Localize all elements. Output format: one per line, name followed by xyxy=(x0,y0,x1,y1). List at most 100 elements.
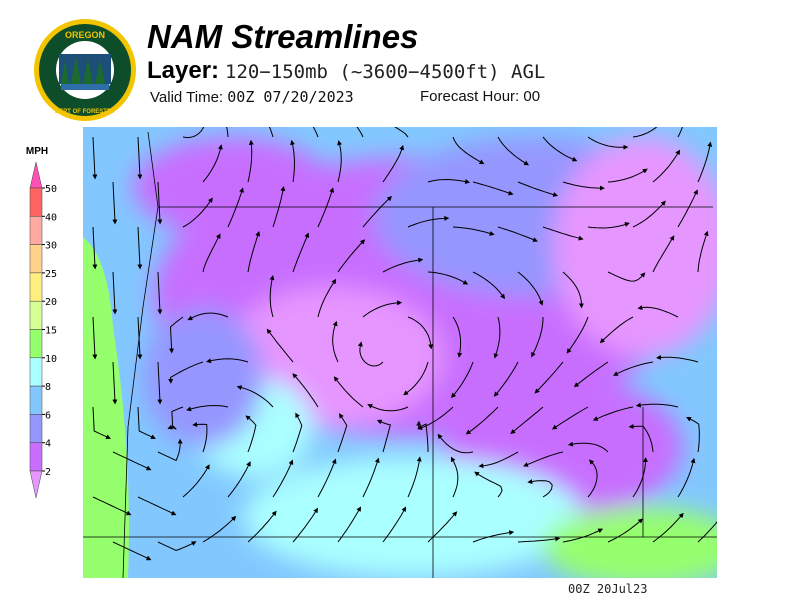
oregon-department-of-forestry-logo: OREGON DEPT OF FORESTRY xyxy=(34,19,136,121)
streamline xyxy=(92,316,98,360)
streamline xyxy=(137,496,177,516)
streamline xyxy=(312,127,319,138)
legend-tick-label: 15 xyxy=(45,326,57,337)
streamline xyxy=(245,415,257,453)
streamline xyxy=(206,358,249,364)
streamline xyxy=(272,459,294,498)
chart-title: NAM Streamlines xyxy=(147,18,419,55)
streamline xyxy=(697,521,717,543)
streamline xyxy=(628,424,654,453)
streamline xyxy=(592,406,634,421)
streamline xyxy=(403,361,429,396)
forecast-hour-value: 00 xyxy=(523,88,541,105)
legend-swatch xyxy=(29,442,43,472)
streamline xyxy=(517,536,561,543)
legend-swatch xyxy=(29,329,43,359)
legend-swatch xyxy=(29,414,43,443)
legend-tick-label: 20 xyxy=(45,297,57,308)
streamline xyxy=(382,506,407,543)
streamline xyxy=(407,316,434,350)
streamline xyxy=(317,458,337,498)
streamline xyxy=(187,312,229,321)
streamline xyxy=(317,278,337,318)
streamline xyxy=(202,515,237,543)
legend-tick-label: 4 xyxy=(45,439,51,450)
streamline xyxy=(562,271,584,309)
streamline xyxy=(677,189,698,228)
streamline xyxy=(652,149,681,183)
streamline xyxy=(362,300,403,318)
streamline xyxy=(376,419,392,453)
streamline xyxy=(317,187,335,228)
streamline xyxy=(186,405,229,412)
legend-top-arrow xyxy=(29,161,43,189)
legend-swatch xyxy=(29,385,43,415)
streamline xyxy=(337,239,366,273)
streamline xyxy=(599,316,634,344)
layer-label: Layer: xyxy=(147,57,220,84)
streamline xyxy=(677,457,696,498)
streamline xyxy=(356,127,364,138)
streamline xyxy=(269,274,275,318)
streamline xyxy=(632,200,666,228)
streamline xyxy=(157,361,163,405)
borders xyxy=(83,131,717,578)
streamline xyxy=(523,451,564,467)
streamline xyxy=(612,361,654,376)
streamline xyxy=(290,139,296,183)
streamline xyxy=(333,376,364,408)
streamline xyxy=(92,406,111,439)
streamline xyxy=(452,136,485,165)
streamline xyxy=(697,230,709,273)
streamline xyxy=(137,406,156,439)
streamline xyxy=(472,530,515,543)
streamline xyxy=(677,127,683,138)
streamline xyxy=(367,404,409,412)
legend-tick-label: 10 xyxy=(45,354,57,365)
streamline xyxy=(551,406,589,430)
forecast-hour: Forecast Hour: 00 xyxy=(420,88,540,105)
streamline xyxy=(382,257,424,273)
streamline xyxy=(534,361,564,394)
streamlines xyxy=(92,127,717,561)
streamline xyxy=(587,136,629,150)
layer-info: Layer: 120−150mb (~3600−4500ft) AGL xyxy=(147,57,545,85)
streamline xyxy=(527,479,553,498)
legend-bottom-arrow xyxy=(29,470,43,499)
wind-speed-legend: MPH 50 40 30 25 20 15 10 8 6 4 2 xyxy=(26,146,57,499)
streamline xyxy=(450,456,459,498)
streamline xyxy=(510,406,544,435)
streamline xyxy=(202,144,223,183)
streamline xyxy=(587,222,630,229)
legend-swatch xyxy=(29,357,43,387)
streamline xyxy=(182,197,213,228)
streamline xyxy=(157,438,183,462)
streamline xyxy=(112,181,118,225)
streamline xyxy=(686,416,700,453)
legend-swatch xyxy=(29,300,43,330)
streamline xyxy=(92,136,98,180)
streamline xyxy=(652,512,684,543)
streamline xyxy=(474,471,503,498)
streamline xyxy=(137,226,143,270)
legend-tick-label: 8 xyxy=(45,382,51,393)
streamline xyxy=(465,406,499,435)
legend-unit: MPH xyxy=(26,146,48,157)
streamline xyxy=(266,328,294,363)
streamline xyxy=(236,385,274,408)
legend-tick-label: 6 xyxy=(45,410,51,421)
streamline xyxy=(337,140,343,183)
streamline xyxy=(202,233,221,273)
streamline xyxy=(497,136,530,166)
streamline xyxy=(169,316,184,354)
streamline xyxy=(182,464,210,498)
streamline xyxy=(272,185,286,228)
streamline xyxy=(157,541,197,552)
streamline xyxy=(452,316,463,358)
streamline xyxy=(427,271,469,285)
valid-time-label: Valid Time: xyxy=(150,89,224,106)
streamline xyxy=(92,226,98,270)
streamline xyxy=(268,127,274,138)
streamline xyxy=(137,316,143,360)
streamline xyxy=(337,413,348,453)
